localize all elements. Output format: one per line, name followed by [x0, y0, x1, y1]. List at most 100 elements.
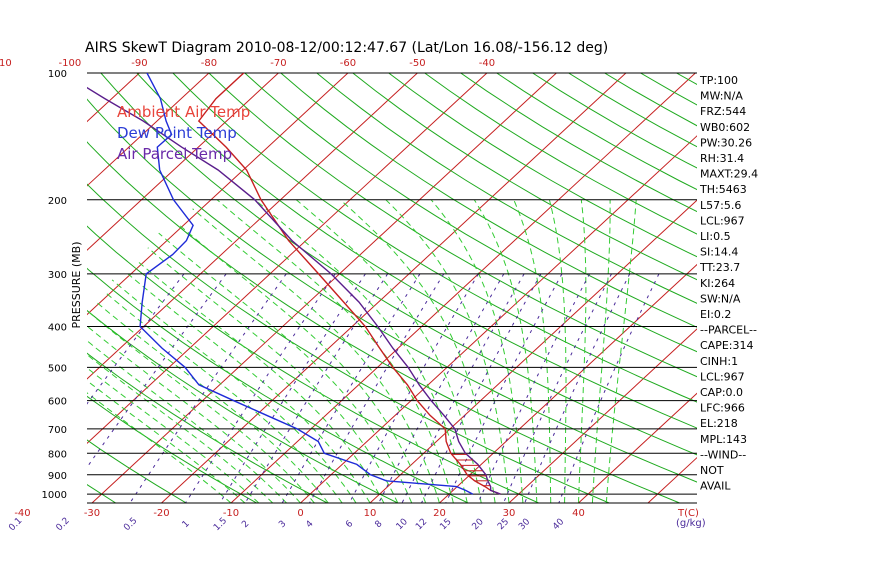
dry-adiabat-line: [281, 73, 870, 503]
sounding-index-item: --WIND--: [700, 448, 746, 461]
bottom-temp-tick-label: 0: [297, 508, 303, 519]
sounding-index-item: TP:100: [699, 74, 738, 87]
mixing-ratio-tick-label: 4: [304, 519, 315, 530]
sounding-index-item: EL:218: [700, 417, 738, 430]
sounding-index-item: LI:0.5: [700, 230, 731, 243]
sounding-index-item: MAXT:29.4: [700, 168, 758, 181]
sounding-index-item: CAP:0.0: [700, 386, 743, 399]
pressure-tick-label: 400: [48, 323, 67, 334]
bottom-temp-tick-label: 20: [433, 508, 446, 519]
dry-adiabat-line: [0, 73, 45, 503]
mixing-ratio-tick-label: 3: [277, 519, 288, 530]
top-temp-tick-label: -110: [0, 58, 12, 69]
chart-title: AIRS SkewT Diagram 2010-08-12/00:12:47.6…: [85, 40, 608, 56]
y-axis-label: PRESSURE (MB): [70, 242, 83, 329]
top-temp-tick-label: -90: [131, 58, 147, 69]
mixing-ratio-tick-label: 40: [551, 517, 566, 532]
dry-adiabat-line: [389, 73, 870, 503]
mixing-ratio-tick-label: 25: [496, 517, 511, 532]
mixing-ratio-tick-label: 8: [373, 519, 384, 530]
dry-adiabat-line: [0, 73, 116, 503]
sounding-index-item: KI:264: [700, 277, 735, 290]
pressure-tick-label: 300: [48, 270, 67, 281]
moist-adiabat-line: [64, 335, 273, 503]
legend-item: Air Parcel Temp: [117, 145, 232, 163]
pressure-tick-label: 1000: [42, 490, 67, 501]
sounding-index-item: PW:30.26: [700, 136, 752, 149]
bottom-temp-tick-label: -30: [84, 508, 100, 519]
top-temp-tick-label: -50: [409, 58, 425, 69]
dry-adiabat-line: [497, 73, 870, 503]
bottom-temp-tick-label: 30: [503, 508, 516, 519]
pressure-tick-label: 800: [48, 449, 67, 460]
mixing-ratio-tick-label: 15: [438, 517, 453, 532]
sounding-index-item: CAPE:314: [700, 339, 754, 352]
sounding-index-item: MPL:143: [700, 433, 747, 446]
isotherm-line: [370, 73, 834, 503]
moist-adiabat-line: [386, 200, 509, 503]
sounding-index-item: LFC:966: [700, 402, 745, 415]
mixing-ratio-unit-label: (g/kg): [676, 518, 706, 529]
bottom-temp-tick-label: 40: [572, 508, 585, 519]
mixing-ratio-tick-label: 0.2: [55, 516, 72, 533]
sounding-index-item: NOT: [700, 464, 724, 477]
moist-adiabat-line: [128, 274, 370, 503]
isotherm-line: [23, 73, 487, 503]
mixing-ratio-line: [504, 274, 612, 503]
moist-adiabat-line: [52, 340, 258, 503]
pressure-tick-label: 500: [48, 363, 67, 374]
sounding-index-list: TP:100MW:N/AFRZ:544WB0:602PW:30.26RH:31.…: [699, 74, 758, 493]
isotherm-line: [648, 73, 870, 503]
top-temp-tick-label: -60: [340, 58, 356, 69]
top-temp-tick-label: -70: [270, 58, 286, 69]
legend-item: Ambient Air Temp: [117, 103, 250, 121]
isotherm-line: [0, 73, 70, 503]
pressure-tick-label: 700: [48, 425, 67, 436]
dry-adiabat-line: [749, 73, 870, 503]
sounding-index-item: LCL:967: [700, 370, 745, 383]
mixing-ratio-tick-label: 0.5: [122, 516, 139, 533]
dry-adiabat-line: [425, 73, 870, 503]
legend-item: Dew Point Temp: [117, 124, 237, 142]
pressure-tick-label: 200: [48, 196, 67, 207]
bottom-temp-tick-label: -20: [153, 508, 169, 519]
sounding-index-item: SW:N/A: [700, 292, 741, 305]
sounding-index-item: RH:31.4: [700, 152, 744, 165]
mixing-ratio-line: [62, 274, 226, 503]
pressure-tick-label: 600: [48, 397, 67, 408]
sounding-index-item: TT:23.7: [699, 261, 740, 274]
sounding-index-item: --PARCEL--: [700, 324, 757, 337]
mixing-ratio-tick-label: 6: [344, 519, 355, 530]
sounding-index-item: MW:N/A: [700, 90, 743, 103]
moist-adiabat-line: [606, 200, 636, 503]
dry-adiabat-line: [137, 73, 870, 503]
mixing-ratio-tick-label: 2: [240, 519, 251, 530]
top-temp-tick-label: -80: [201, 58, 217, 69]
dry-adiabat-line: [856, 73, 870, 503]
top-temp-tick-label: -40: [479, 58, 495, 69]
mixing-ratio-line: [525, 274, 630, 503]
dry-adiabat-line: [209, 73, 870, 503]
chart-legend: Ambient Air Temp Dew Point Temp Air Parcel…: [117, 103, 250, 163]
dry-adiabat-line: [820, 73, 870, 503]
moist-adiabat-line: [112, 280, 356, 503]
dry-adiabat-line: [245, 73, 870, 503]
sounding-index-item: L57:5.6: [700, 199, 741, 212]
pressure-tick-label: 900: [48, 471, 67, 482]
sounding-index-item: EI:0.2: [700, 308, 731, 321]
sounding-index-item: WB0:602: [700, 121, 750, 134]
moist-adiabat-line: [296, 200, 481, 503]
bottom-temp-tick-label: -10: [223, 508, 239, 519]
mixing-ratio-tick-label: 1: [181, 519, 192, 530]
mixing-ratio-line: [478, 274, 590, 503]
bottom-temp-tick-label: 10: [364, 508, 377, 519]
pressure-tick-label: 100: [48, 69, 67, 80]
mixing-ratio-tick-label: 10: [395, 517, 410, 532]
dry-adiabat-line: [641, 73, 870, 503]
isotherm-line: [440, 73, 870, 503]
sounding-index-item: LCL:967: [700, 214, 745, 227]
sounding-index-item: AVAIL: [700, 480, 731, 493]
moist-adiabat-line: [592, 200, 610, 503]
